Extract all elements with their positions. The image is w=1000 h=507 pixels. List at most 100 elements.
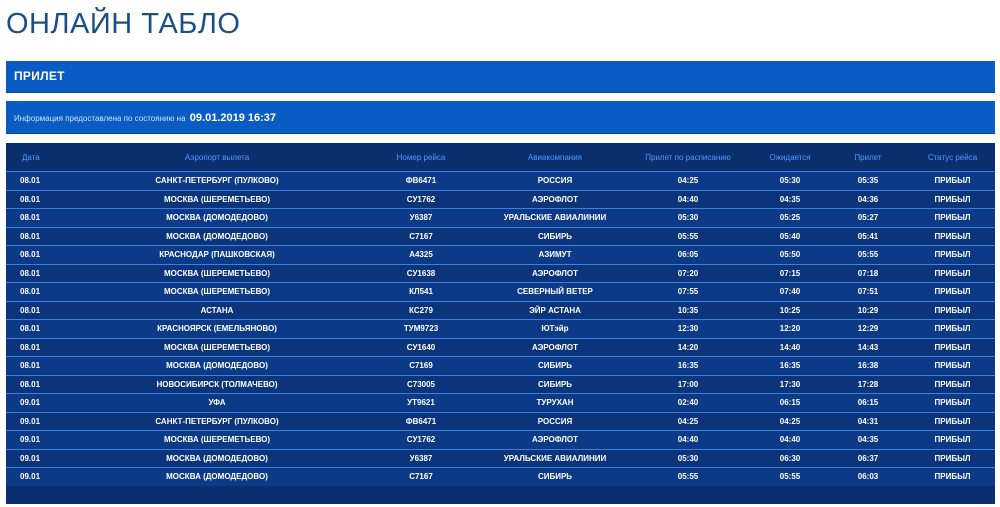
- table-header-row: Дата Аэропорт вылета Номер рейса Авиаком…: [6, 143, 995, 171]
- section-title: ПРИЛЕТ: [14, 69, 65, 83]
- cell-expected: 06:30: [754, 448, 826, 467]
- cell-date: 09.01: [6, 411, 80, 430]
- cell-expected: 07:40: [754, 282, 826, 301]
- arrivals-board: Дата Аэропорт вылета Номер рейса Авиаком…: [6, 143, 995, 504]
- cell-flight: С7167: [354, 467, 488, 486]
- cell-flight: СУ1640: [354, 337, 488, 356]
- cell-status: ПРИБЫЛ: [910, 393, 995, 412]
- cell-date: 08.01: [6, 226, 80, 245]
- table-row: 08.01 МОСКВА (ШЕРЕМЕТЬЕВО) СУ1762 АЭРОФЛОТ 0…: [6, 189, 995, 208]
- table-row: 09.01 МОСКВА (ДОМОДЕДОВО) У6387 УРАЛЬСКИЕ А…: [6, 448, 995, 467]
- cell-status: ПРИБЫЛ: [910, 448, 995, 467]
- header-airline: Авиакомпания: [488, 143, 622, 171]
- cell-status: ПРИБЫЛ: [910, 467, 995, 486]
- cell-expected: 06:15: [754, 393, 826, 412]
- cell-flight: СУ1762: [354, 189, 488, 208]
- cell-date: 08.01: [6, 189, 80, 208]
- cell-actual: 07:18: [826, 263, 910, 282]
- cell-actual: 17:28: [826, 374, 910, 393]
- cell-expected: 17:30: [754, 374, 826, 393]
- cell-date: 08.01: [6, 282, 80, 301]
- cell-actual: 04:35: [826, 430, 910, 449]
- cell-airline: АЭРОФЛОТ: [488, 430, 622, 449]
- info-datetime: 09.01.2019 16:37: [189, 112, 277, 124]
- info-bar: Информация предоставлена по состоянию на…: [6, 101, 995, 134]
- cell-date: 08.01: [6, 263, 80, 282]
- cell-date: 09.01: [6, 393, 80, 412]
- cell-airline: АЭРОФЛОТ: [488, 263, 622, 282]
- table-row: 08.01 МОСКВА (ДОМОДЕДОВО) У6387 УРАЛЬСКИЕ А…: [6, 208, 995, 227]
- cell-actual: 14:43: [826, 337, 910, 356]
- cell-expected: 05:40: [754, 226, 826, 245]
- cell-status: ПРИБЫЛ: [910, 189, 995, 208]
- table-row: 09.01 САНКТ-ПЕТЕРБУРГ (ПУЛКОВО) ФВ6471 РОСС…: [6, 411, 995, 430]
- cell-scheduled: 05:30: [622, 208, 754, 227]
- cell-airport: САНКТ-ПЕТЕРБУРГ (ПУЛКОВО): [80, 411, 354, 430]
- cell-date: 08.01: [6, 374, 80, 393]
- cell-expected: 05:30: [754, 171, 826, 190]
- cell-scheduled: 02:40: [622, 393, 754, 412]
- cell-scheduled: 07:55: [622, 282, 754, 301]
- cell-scheduled: 04:40: [622, 189, 754, 208]
- cell-status: ПРИБЫЛ: [910, 226, 995, 245]
- table-row: 08.01 АСТАНА КС279 ЭЙР АСТАНА 10:35 10:25 10:2…: [6, 300, 995, 319]
- cell-airline: ЮТэйр: [488, 319, 622, 338]
- cell-scheduled: 04:25: [622, 411, 754, 430]
- cell-date: 09.01: [6, 467, 80, 486]
- cell-expected: 07:15: [754, 263, 826, 282]
- cell-airport: МОСКВА (ШЕРЕМЕТЬЕВО): [80, 430, 354, 449]
- cell-airport: МОСКВА (ШЕРЕМЕТЬЕВО): [80, 263, 354, 282]
- cell-flight: У6387: [354, 208, 488, 227]
- cell-scheduled: 05:55: [622, 467, 754, 486]
- cell-scheduled: 10:35: [622, 300, 754, 319]
- arrivals-section-header: ПРИЛЕТ: [6, 61, 995, 93]
- cell-airline: УРАЛЬСКИЕ АВИАЛИНИИ: [488, 208, 622, 227]
- cell-flight: С7167: [354, 226, 488, 245]
- cell-airline: СИБИРЬ: [488, 226, 622, 245]
- cell-scheduled: 04:25: [622, 171, 754, 190]
- cell-expected: 10:25: [754, 300, 826, 319]
- table-row: 08.01 МОСКВА (ДОМОДЕДОВО) С7169 СИБИРЬ 16:35…: [6, 356, 995, 375]
- cell-flight: ФВ6471: [354, 411, 488, 430]
- page-title: ОНЛАЙН ТАБЛО: [6, 8, 241, 40]
- header-actual: Прилет: [826, 143, 910, 171]
- cell-date: 08.01: [6, 245, 80, 264]
- cell-flight: КС279: [354, 300, 488, 319]
- cell-expected: 16:35: [754, 356, 826, 375]
- table-body: 08.01 САНКТ-ПЕТЕРБУРГ (ПУЛКОВО) ФВ6471 РОСС…: [6, 171, 995, 486]
- cell-flight: ФВ6471: [354, 171, 488, 190]
- cell-airport: МОСКВА (ШЕРЕМЕТЬЕВО): [80, 282, 354, 301]
- cell-airport: АСТАНА: [80, 300, 354, 319]
- header-airport: Аэропорт вылета: [80, 143, 354, 171]
- table-row: 08.01 МОСКВА (ШЕРЕМЕТЬЕВО) СУ1638 АЭРОФЛОТ 0…: [6, 263, 995, 282]
- cell-airport: МОСКВА (ШЕРЕМЕТЬЕВО): [80, 189, 354, 208]
- cell-date: 08.01: [6, 337, 80, 356]
- table-row: 08.01 НОВОСИБИРСК (ТОЛМАЧЕВО) С73005 СИБИРЬ…: [6, 374, 995, 393]
- cell-airport: МОСКВА (ДОМОДЕДОВО): [80, 448, 354, 467]
- cell-expected: 14:40: [754, 337, 826, 356]
- cell-actual: 16:38: [826, 356, 910, 375]
- cell-scheduled: 07:20: [622, 263, 754, 282]
- cell-actual: 12:29: [826, 319, 910, 338]
- cell-status: ПРИБЫЛ: [910, 374, 995, 393]
- cell-status: ПРИБЫЛ: [910, 337, 995, 356]
- cell-actual: 04:31: [826, 411, 910, 430]
- table-row: 08.01 МОСКВА (ДОМОДЕДОВО) С7167 СИБИРЬ 05:55…: [6, 226, 995, 245]
- cell-flight: С7169: [354, 356, 488, 375]
- cell-actual: 05:41: [826, 226, 910, 245]
- cell-scheduled: 16:35: [622, 356, 754, 375]
- cell-scheduled: 17:00: [622, 374, 754, 393]
- cell-airline: СЕВЕРНЫЙ ВЕТЕР: [488, 282, 622, 301]
- cell-expected: 05:25: [754, 208, 826, 227]
- cell-airport: САНКТ-ПЕТЕРБУРГ (ПУЛКОВО): [80, 171, 354, 190]
- cell-flight: КЛ541: [354, 282, 488, 301]
- cell-expected: 04:25: [754, 411, 826, 430]
- cell-airline: СИБИРЬ: [488, 467, 622, 486]
- cell-status: ПРИБЫЛ: [910, 300, 995, 319]
- cell-airport: МОСКВА (ДОМОДЕДОВО): [80, 356, 354, 375]
- table-row: 08.01 КРАСНОДАР (ПАШКОВСКАЯ) А4325 АЗИМУТ 06…: [6, 245, 995, 264]
- table-row: 08.01 МОСКВА (ШЕРЕМЕТЬЕВО) СУ1640 АЭРОФЛОТ 1…: [6, 337, 995, 356]
- cell-actual: 05:35: [826, 171, 910, 190]
- cell-actual: 07:51: [826, 282, 910, 301]
- cell-status: ПРИБЫЛ: [910, 411, 995, 430]
